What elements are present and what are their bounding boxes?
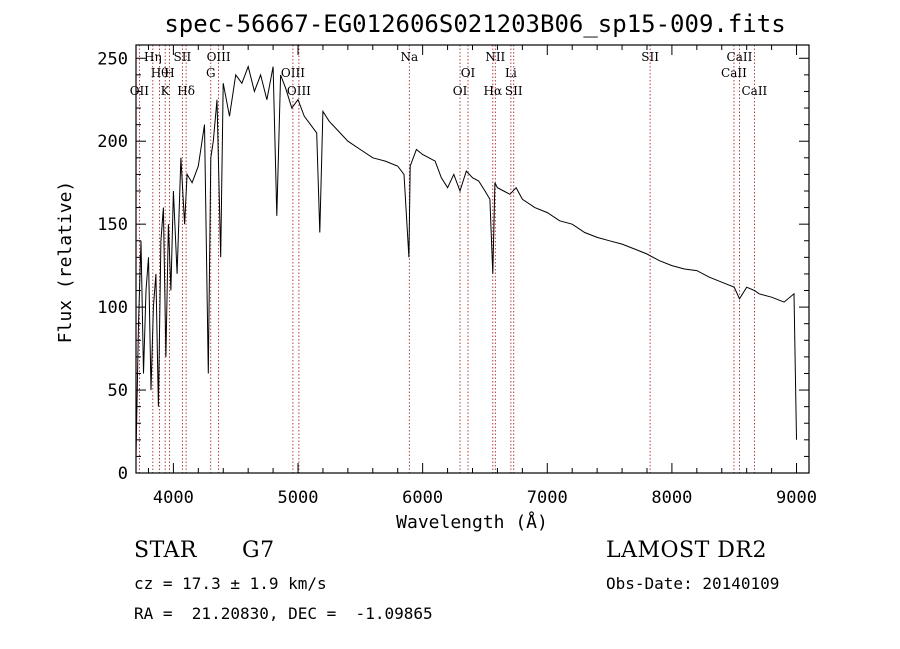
spectral-line-label: SII: [505, 84, 523, 98]
y-tick-label: 200: [97, 132, 128, 152]
spectral-line-label: NII: [485, 50, 505, 64]
x-tick-label: 4000: [153, 488, 194, 508]
observation-date: Obs-Date: 20140109: [606, 574, 780, 593]
plot-frame: [135, 44, 810, 474]
spectral-line-label: OI: [453, 84, 468, 98]
object-class: STAR: [134, 538, 197, 563]
spectral-line-markers: [138, 45, 755, 473]
chart-title: spec-56667-EG012606S021203B06_sp15-009.f…: [164, 10, 785, 38]
spectral-line-label: OIII: [287, 84, 311, 98]
x-axis-ticks: 4000 5000 6000 7000 8000 9000: [147, 45, 817, 508]
y-tick-label: 100: [97, 298, 128, 318]
x-axis-label: Wavelength (Å): [396, 511, 548, 533]
y-tick-label: 150: [97, 215, 128, 235]
spectral-line-label: Hδ: [177, 84, 195, 98]
spectral-line-label: CaII: [721, 66, 747, 80]
spectral-line-label: Hθ: [151, 66, 169, 80]
spectral-line-label: Li: [505, 66, 517, 80]
ra-dec: RA = 21.20830, DEC = -1.09865: [134, 604, 433, 623]
x-tick-label: 7000: [527, 488, 568, 508]
spectral-line-label: Hη: [144, 50, 162, 64]
x-tick-label: 9000: [776, 488, 817, 508]
y-tick-label: 50: [108, 381, 128, 401]
spectral-line-label: SII: [174, 50, 192, 64]
y-tick-label: 0: [118, 464, 128, 484]
spectrum-line: [135, 64, 797, 457]
redshift-cz: cz = 17.3 ± 1.9 km/s: [134, 574, 327, 593]
object-subclass: G7: [242, 538, 275, 563]
x-tick-label: 5000: [278, 488, 319, 508]
spectral-line-labels: OIIHηHθKHSIIHδGOIIIOIIIOIIINaOIOIHαNIILi…: [130, 50, 768, 98]
spectral-line-label: H: [164, 66, 174, 80]
spectral-line-label: G: [206, 66, 216, 80]
y-axis-label: Flux (relative): [55, 181, 76, 344]
spectral-line-label: OIII: [207, 50, 231, 64]
spectral-line-label: CaII: [727, 50, 753, 64]
spectral-line-label: Hα: [484, 84, 503, 98]
spectral-line-label: OIII: [281, 66, 305, 80]
x-tick-label: 6000: [402, 488, 443, 508]
x-tick-label: 8000: [651, 488, 692, 508]
spectral-line-label: OI: [461, 66, 476, 80]
survey-name: LAMOST DR2: [606, 538, 767, 563]
y-tick-label: 250: [97, 49, 128, 69]
spectral-line-label: K: [161, 84, 171, 98]
spectral-line-label: CaII: [741, 84, 767, 98]
spectral-line-label: SII: [641, 50, 659, 64]
y-axis-ticks: 0 50 100 150 200 250: [97, 49, 809, 484]
spectral-line-label: Na: [400, 50, 418, 64]
